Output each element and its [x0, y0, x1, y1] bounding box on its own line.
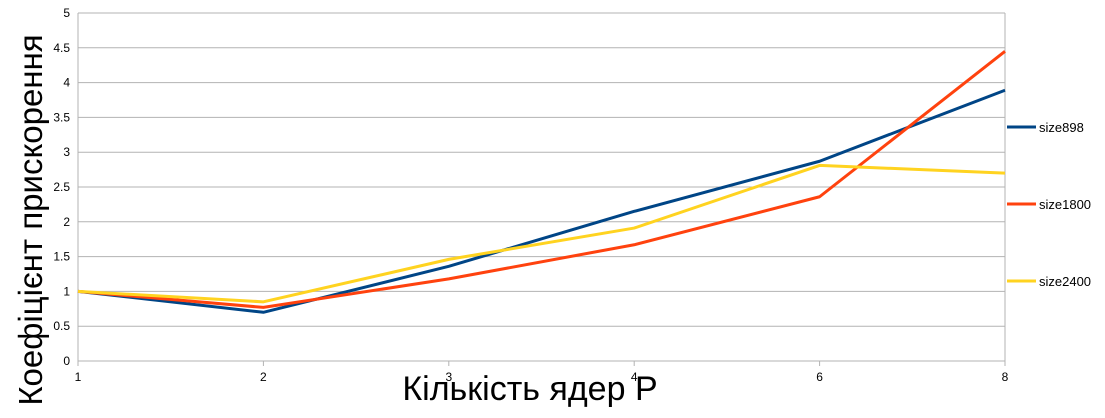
legend: size898 size1800 size2400	[1007, 120, 1091, 289]
y-tick-labels: 0 0.5 1 1.5 2 2.5 3 3.5 4 4.5 5	[53, 6, 70, 368]
y-tick-label: 2	[63, 215, 70, 229]
legend-label-size1800: size1800	[1039, 197, 1091, 212]
grid-lines	[78, 12, 1005, 362]
y-axis-title: Коефіцієнт прискорення	[12, 34, 49, 405]
x-axis-title: Кількість ядер P	[402, 370, 657, 408]
y-tick-label: 4.5	[53, 41, 70, 55]
y-tick-label: 4	[63, 76, 70, 90]
axes	[77, 13, 1006, 366]
legend-label-size898: size898	[1039, 120, 1084, 135]
x-tick-label: 3	[445, 370, 452, 384]
x-tick-label: 2	[260, 370, 267, 384]
y-tick-label: 3	[63, 145, 70, 159]
y-tick-label: 2.5	[53, 180, 70, 194]
series-line-size1800	[77, 50, 1006, 309]
series-lines	[77, 50, 1006, 314]
series-line-size898	[77, 88, 1006, 314]
y-tick-label: 0	[63, 354, 70, 368]
y-tick-label: 1	[63, 284, 70, 298]
x-tick-label: 8	[1002, 370, 1009, 384]
x-tick-label: 6	[816, 370, 823, 384]
series-line-size2400	[77, 163, 1006, 304]
x-tick-label: 1	[75, 370, 82, 384]
x-tick-labels: 1 2 3 4 6 8	[75, 370, 1009, 384]
y-tick-label: 1.5	[53, 250, 70, 264]
y-tick-label: 0.5	[53, 319, 70, 333]
legend-label-size2400: size2400	[1039, 274, 1091, 289]
y-tick-label: 3.5	[53, 110, 70, 124]
y-tick-label: 5	[63, 6, 70, 20]
x-tick-label: 4	[631, 370, 638, 384]
